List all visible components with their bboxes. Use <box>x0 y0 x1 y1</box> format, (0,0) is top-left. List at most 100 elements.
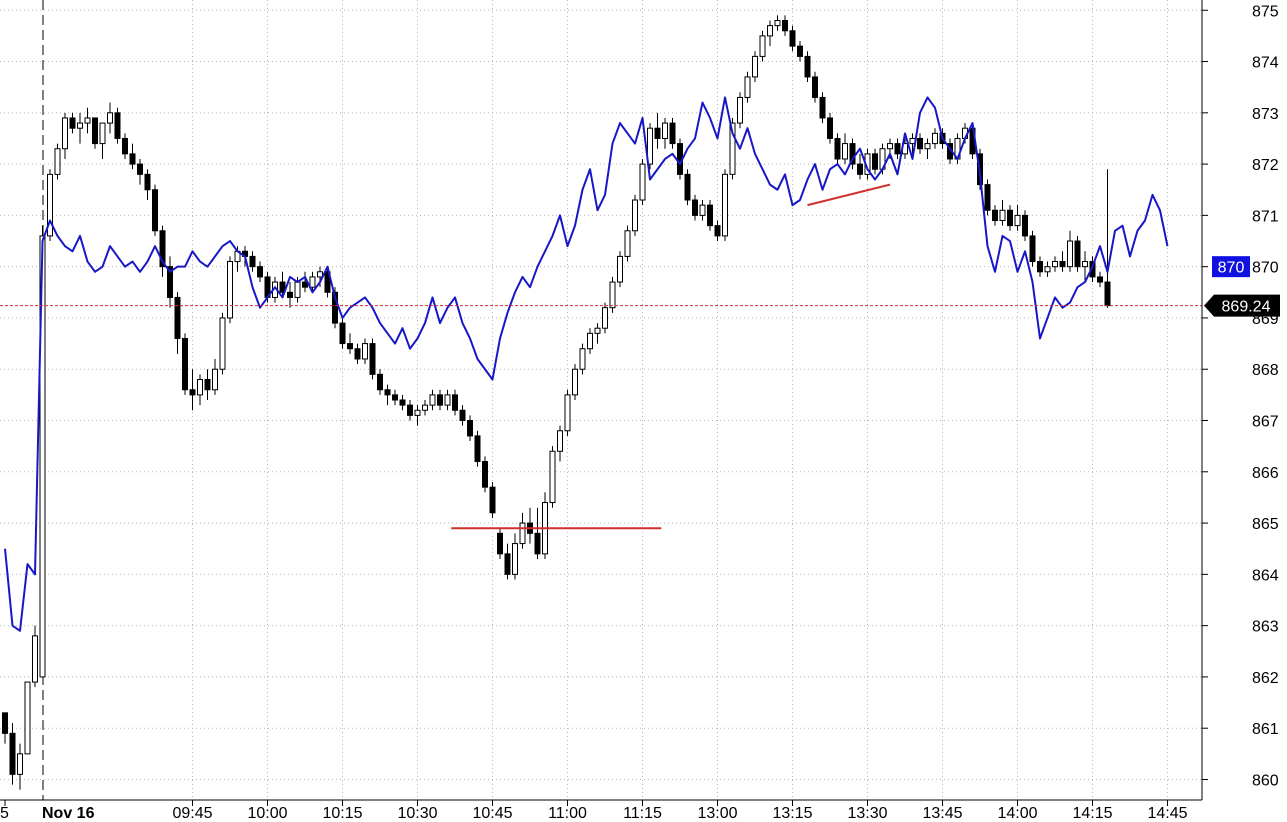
candle-body <box>797 45 803 57</box>
candle-body <box>917 137 923 150</box>
candle-body <box>182 337 188 391</box>
candle-body <box>737 96 743 124</box>
candle-body <box>774 20 781 27</box>
series-lines <box>4 96 1169 632</box>
candle-body <box>1044 266 1051 273</box>
candle-body <box>639 163 646 201</box>
candle-body <box>557 430 563 452</box>
x-tick-label: 5 <box>0 805 9 822</box>
candle-body <box>624 230 631 257</box>
candle-body <box>32 635 38 683</box>
y-tick-label: 861 <box>1252 721 1279 738</box>
candle-body <box>122 137 128 155</box>
x-tick-label: 14:45 <box>1147 805 1187 822</box>
candle-body <box>137 163 143 175</box>
candle-body <box>729 122 736 175</box>
candle-body <box>714 225 721 237</box>
candle-body <box>872 153 878 170</box>
candle-body <box>152 189 158 232</box>
candle-body <box>699 204 706 216</box>
x-tick-label: 14:15 <box>1072 805 1112 822</box>
candle-body <box>519 522 526 545</box>
y-axis: 8758748738728718708698688678668658648638… <box>1202 3 1279 789</box>
candle-body <box>564 394 571 432</box>
x-tick-label: 13:30 <box>847 805 887 822</box>
candle-body <box>497 532 503 555</box>
candle-body <box>1074 240 1081 268</box>
candle-body <box>287 291 293 298</box>
candle-body <box>392 394 398 401</box>
candle-body <box>437 394 443 406</box>
y-tick-label: 868 <box>1252 362 1279 379</box>
candle-body <box>204 378 211 391</box>
candle-body <box>212 368 218 391</box>
candle-body <box>602 307 608 329</box>
candle-body <box>24 681 31 755</box>
candle-body <box>294 281 301 298</box>
candle-body <box>579 348 586 370</box>
candle-body <box>1052 261 1058 268</box>
candle-body <box>654 127 661 139</box>
candle-body <box>504 553 511 575</box>
candle-body <box>647 127 653 165</box>
candles <box>2 15 1111 790</box>
candle-body <box>332 291 338 324</box>
candle-body <box>512 543 518 575</box>
x-axis: 5 09:45 10:00 10:15 10:30 10:45 11:00 11:15 13:0… <box>0 800 1188 822</box>
candle-body <box>227 261 233 319</box>
candle-body <box>707 204 713 227</box>
candle-body <box>92 117 98 145</box>
candle-body <box>249 255 256 268</box>
y-tick-label: 867 <box>1252 414 1279 431</box>
y-tick-label: 863 <box>1252 619 1279 636</box>
candle-body <box>804 55 811 78</box>
x-tick-label: 10:15 <box>322 805 362 822</box>
y-tick-label: 866 <box>1252 465 1279 482</box>
y-tick-label: 875 <box>1252 3 1279 20</box>
candle-body <box>354 348 361 360</box>
candle-body <box>317 271 323 278</box>
candle-body <box>69 117 76 129</box>
candle-body <box>167 266 173 298</box>
candle-body <box>129 153 136 165</box>
candle-body <box>1067 240 1073 268</box>
x-tick-label: 11:00 <box>548 805 587 822</box>
date-label: Nov 16 <box>42 805 95 822</box>
y-tick-label: 873 <box>1252 106 1279 123</box>
y-tick-label: 864 <box>1252 567 1279 584</box>
candle-body <box>2 712 8 734</box>
x-tick-label: 14:00 <box>997 805 1037 822</box>
candle-body <box>684 173 691 201</box>
candle-body <box>759 35 766 57</box>
candle-body <box>1007 209 1013 227</box>
candle-body <box>752 55 758 78</box>
series-marker-label: 870 <box>1218 260 1245 277</box>
candle-body <box>347 343 353 350</box>
x-tick-label: 13:15 <box>772 805 812 822</box>
last-price-tag: 869.24 <box>1204 294 1280 317</box>
candle-body <box>1029 235 1036 263</box>
candle-body <box>377 373 383 391</box>
candle-body <box>827 117 833 139</box>
candle-body <box>849 143 856 165</box>
y-tick-label: 865 <box>1252 516 1279 533</box>
candle-body <box>257 266 263 278</box>
y-tick-label: 860 <box>1252 772 1279 789</box>
candle-body <box>159 230 166 268</box>
candle-body <box>834 137 841 160</box>
candle-body <box>992 209 998 222</box>
candle-body <box>842 143 848 160</box>
candle-body <box>144 173 151 191</box>
candle-body <box>422 404 428 411</box>
candle-body <box>1022 214 1028 237</box>
candle-body <box>894 143 901 155</box>
candle-body <box>362 343 368 360</box>
candle-body <box>17 753 23 775</box>
candle-body <box>407 404 413 416</box>
last-price-tag-shape <box>1204 294 1280 317</box>
candle-body <box>459 409 466 422</box>
candle-body <box>452 394 458 411</box>
candle-body <box>84 117 91 124</box>
